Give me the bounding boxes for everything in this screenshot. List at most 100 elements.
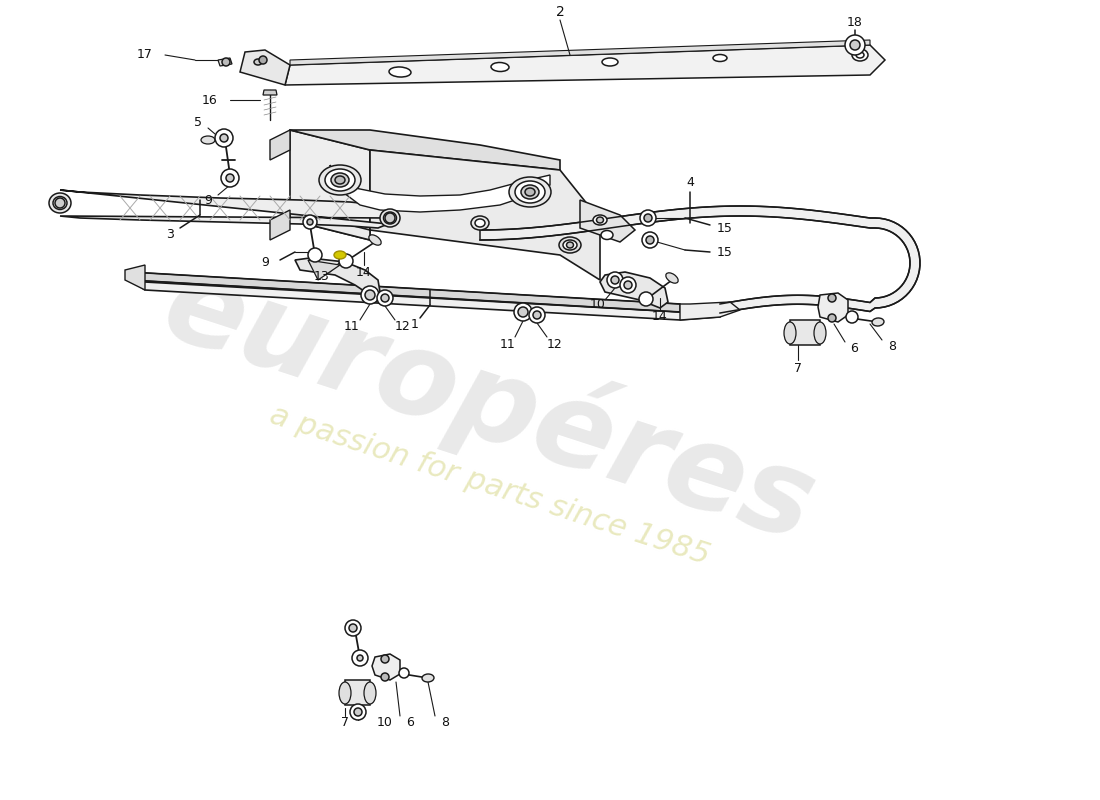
Circle shape [828, 294, 836, 302]
Circle shape [220, 134, 228, 142]
Text: 15: 15 [717, 222, 733, 234]
Text: 7: 7 [341, 715, 349, 729]
Ellipse shape [593, 215, 607, 225]
Ellipse shape [389, 67, 411, 77]
Text: 2: 2 [556, 5, 564, 19]
Circle shape [361, 286, 379, 304]
Circle shape [639, 292, 653, 306]
Polygon shape [345, 680, 370, 705]
Ellipse shape [379, 209, 400, 227]
Ellipse shape [201, 136, 214, 144]
Text: 9: 9 [261, 255, 268, 269]
Ellipse shape [601, 230, 613, 239]
Circle shape [514, 303, 532, 321]
Polygon shape [290, 150, 600, 280]
Ellipse shape [319, 165, 361, 195]
Ellipse shape [713, 54, 727, 62]
Polygon shape [130, 272, 720, 320]
Text: 11: 11 [500, 338, 516, 350]
Ellipse shape [50, 193, 72, 213]
Text: européres: européres [150, 244, 830, 566]
Ellipse shape [872, 318, 884, 326]
Polygon shape [290, 130, 560, 170]
Ellipse shape [491, 62, 509, 71]
Text: 18: 18 [847, 15, 862, 29]
Text: 10: 10 [590, 298, 606, 311]
Circle shape [385, 213, 395, 223]
Circle shape [222, 58, 230, 66]
Circle shape [214, 129, 233, 147]
Text: 1: 1 [411, 318, 419, 331]
Ellipse shape [596, 217, 604, 223]
Circle shape [365, 290, 375, 300]
Circle shape [381, 655, 389, 663]
Ellipse shape [852, 49, 868, 61]
Circle shape [850, 40, 860, 50]
Ellipse shape [364, 682, 376, 704]
Text: 6: 6 [406, 715, 414, 729]
Polygon shape [60, 190, 390, 228]
Polygon shape [290, 40, 870, 65]
Circle shape [610, 276, 619, 284]
Text: 10: 10 [377, 715, 393, 729]
Ellipse shape [509, 177, 551, 207]
Polygon shape [218, 58, 232, 66]
Circle shape [302, 215, 317, 229]
Ellipse shape [339, 682, 351, 704]
Ellipse shape [324, 169, 355, 191]
Text: 3: 3 [166, 227, 174, 241]
Text: 17: 17 [138, 49, 153, 62]
Ellipse shape [334, 251, 346, 259]
Text: 4: 4 [686, 175, 694, 189]
Ellipse shape [856, 52, 864, 58]
Circle shape [642, 232, 658, 248]
Text: 6: 6 [850, 342, 858, 354]
Text: 12: 12 [547, 338, 563, 350]
Ellipse shape [814, 322, 826, 344]
Circle shape [399, 668, 409, 678]
Circle shape [352, 650, 368, 666]
Polygon shape [790, 320, 820, 345]
Polygon shape [480, 206, 920, 313]
Circle shape [354, 708, 362, 716]
Text: 12: 12 [395, 321, 411, 334]
Circle shape [381, 294, 389, 302]
Circle shape [226, 174, 234, 182]
Text: 8: 8 [888, 341, 896, 354]
Ellipse shape [525, 188, 535, 196]
Circle shape [358, 655, 363, 661]
Text: 7: 7 [794, 362, 802, 374]
Ellipse shape [666, 273, 679, 283]
Circle shape [345, 620, 361, 636]
Ellipse shape [521, 185, 539, 199]
Ellipse shape [368, 235, 382, 245]
Polygon shape [270, 130, 290, 160]
Ellipse shape [563, 240, 578, 250]
Polygon shape [285, 45, 886, 85]
Circle shape [644, 214, 652, 222]
Circle shape [350, 704, 366, 720]
Text: a passion for parts since 1985: a passion for parts since 1985 [266, 400, 714, 570]
Text: 15: 15 [717, 246, 733, 258]
Polygon shape [125, 265, 145, 290]
Polygon shape [680, 302, 740, 320]
Circle shape [624, 281, 632, 289]
Polygon shape [308, 260, 340, 280]
Polygon shape [263, 90, 277, 95]
Circle shape [258, 56, 267, 64]
Circle shape [55, 198, 65, 208]
Circle shape [349, 624, 358, 632]
Ellipse shape [254, 59, 262, 65]
Text: 13: 13 [315, 270, 330, 283]
Ellipse shape [331, 173, 349, 187]
Circle shape [846, 311, 858, 323]
Circle shape [381, 673, 389, 681]
Circle shape [529, 307, 544, 323]
Ellipse shape [422, 674, 435, 682]
Circle shape [607, 272, 623, 288]
Text: 5: 5 [194, 115, 202, 129]
Polygon shape [290, 130, 370, 240]
Circle shape [518, 307, 528, 317]
Text: 11: 11 [344, 321, 360, 334]
Circle shape [845, 35, 865, 55]
